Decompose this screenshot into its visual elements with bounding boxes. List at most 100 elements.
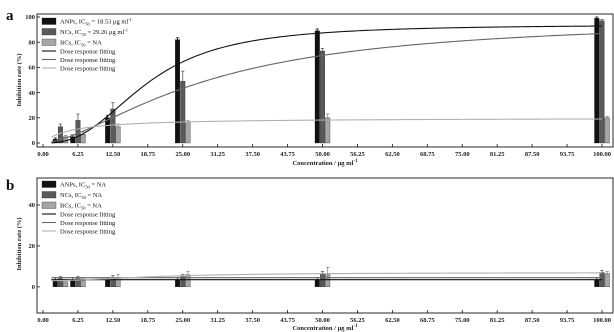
panel-b-ylabel: Inhibition rate (%) [16, 217, 23, 270]
panel-a-xtick-label: 93.75 [560, 151, 575, 158]
bar-ncs [320, 50, 325, 144]
bar-ncs [599, 20, 605, 144]
panel-b-xtick-label: 68.75 [420, 317, 435, 324]
panel-a: a Inhibition rate (%) 0 20 40 60 80 100 0.00 6… [6, 8, 614, 167]
legend-label-rest: = 29.26 μg ml [86, 29, 125, 36]
legend-label-name: BCs, IC [60, 203, 81, 210]
legend-label-sup: -1 [124, 28, 128, 33]
panel-a-xtick-label: 6.25 [72, 151, 84, 158]
panel-a-xtick-label: 18.75 [141, 151, 156, 158]
bar-anps [594, 18, 600, 144]
panel-b-xtick-label: 25.00 [175, 317, 190, 324]
bar-anps [105, 117, 111, 144]
panel-a-xtick-label: 25.00 [175, 151, 190, 158]
legend-fit-label: Dose response fitting [60, 211, 116, 218]
legend-label-anps: ANPs, IC50 = NA [60, 182, 106, 190]
legend-label-sub: 50 [81, 195, 86, 200]
panel-a-ytick-label: 40 [29, 90, 36, 97]
legend-label-ncs: NCs, IC50 = 29.26 μg ml-1 [60, 28, 128, 37]
legend-label-rest: = NA [86, 192, 103, 199]
fit-curve-bcs [51, 118, 603, 138]
panel-a-xtick-label: 81.25 [490, 151, 505, 158]
panel-a-xtick-label: 43.75 [280, 151, 295, 158]
panel-b-xtick-label: 75.00 [455, 317, 470, 324]
panel-b-xtick-label: 100.00 [593, 317, 611, 324]
legend-label-sub: 50 [81, 32, 86, 37]
panel-b-xtick-label: 0.00 [37, 317, 48, 324]
legend-label-name: NCs, IC [60, 192, 81, 199]
legend-label-ncs: NCs, IC50 = NA [60, 192, 102, 200]
fit-curve-anps [51, 25, 603, 144]
panel-a-xtick-label: 75.00 [455, 151, 470, 158]
panel-a-xtick-label: 56.25 [350, 151, 365, 158]
legend-swatch-ncs [41, 28, 57, 36]
panel-a-ylabel: Inhibition rate (%) [16, 53, 23, 106]
legend-label-name: ANPs, IC [60, 182, 85, 189]
panel-a-xtick-label: 68.75 [420, 151, 435, 158]
legend-label-rest: = 18.53 μg ml [90, 19, 129, 26]
panel-b-ytick-label: 0 [32, 284, 35, 291]
panel-a-xtick-label: 37.50 [245, 151, 260, 158]
panel-a-xtick-label: 100.00 [593, 151, 611, 158]
bar-bcs [185, 121, 191, 144]
panel-a-xlabel: Concentration / μg ml-1 [292, 159, 358, 167]
panel-a-xtick-label: 0.00 [37, 151, 48, 158]
panel-a-xlabel-sup: -1 [353, 159, 358, 164]
panel-a-ytick-label: 100 [25, 14, 35, 21]
panel-b: b Inhibition rate (%) 0 20 40 0.00 6.25 12.5… [6, 177, 614, 332]
panel-b-xlabel-sup: -1 [353, 324, 358, 329]
fit-curve-bcs [51, 272, 602, 282]
legend-label-sub: 50 [81, 42, 86, 47]
legend-swatch-ncs [41, 191, 57, 199]
panel-b-xtick-label: 93.75 [560, 317, 575, 324]
legend-fit-label: Dose response fitting [60, 220, 116, 227]
panel-b-xtick-label: 56.25 [350, 317, 365, 324]
legend-label-sub: 50 [85, 184, 90, 189]
panel-a-ytick-label: 80 [29, 39, 36, 46]
panel-b-xtick-label: 31.25 [210, 317, 225, 324]
legend-label-name: BCs, IC [60, 40, 81, 47]
fit-curve-ncs [51, 33, 603, 143]
panel-a-label: a [6, 8, 14, 24]
panel-b-xtick-label: 50.00 [315, 317, 330, 324]
panel-a-ytick-label: 20 [29, 115, 36, 122]
bar-anps [314, 30, 320, 144]
panel-a-xtick-label: 87.50 [525, 151, 540, 158]
legend-fit-label: Dose response fitting [60, 48, 116, 55]
panel-b-xtick-label: 18.75 [141, 317, 156, 324]
legend-label-rest: = NA [90, 182, 107, 189]
panel-b-xtick-label: 12.50 [106, 317, 121, 324]
bar-bcs [604, 117, 610, 144]
panel-a-ytick-label: 60 [29, 65, 36, 72]
panel-a-xtick-label: 31.25 [210, 151, 225, 158]
panel-a-xtick-label: 62.50 [385, 151, 400, 158]
legend-swatch-anps [41, 180, 57, 188]
legend-label-name: NCs, IC [60, 29, 81, 36]
legend-swatch-anps [41, 17, 57, 25]
panel-a-frame [36, 13, 614, 148]
panel-b-xtick-label: 87.50 [525, 317, 540, 324]
legend-label-sub: 50 [81, 205, 86, 210]
panel-b-xlabel-text: Concentration / μg ml [292, 325, 353, 332]
legend-swatch-bcs [41, 38, 57, 46]
legend-label-bcs: BCs, IC50 = NA [60, 203, 102, 211]
legend-label-bcs: BCs, IC50 = NA [60, 40, 102, 48]
legend-fit-label: Dose response fitting [60, 228, 116, 235]
panel-b-ytick-label: 40 [29, 202, 36, 209]
panel-b-xtick-label: 6.25 [72, 317, 84, 324]
legend-swatch-bcs [41, 201, 57, 209]
legend-fit-label: Dose response fitting [60, 57, 116, 64]
panel-b-xtick-label: 81.25 [490, 317, 505, 324]
legend-label-name: ANPs, IC [60, 19, 85, 26]
panel-a-xlabel-text: Concentration / μg ml [292, 160, 353, 167]
panel-a-xtick-label: 50.00 [315, 151, 330, 158]
legend-label-sup: -1 [128, 17, 132, 22]
panel-b-label: b [6, 178, 14, 194]
panel-b-xtick-label: 43.75 [280, 317, 295, 324]
legend-label-anps: ANPs, IC50 = 18.53 μg ml-1 [60, 17, 132, 26]
panel-b-xlabel: Concentration / μg ml-1 [292, 324, 358, 332]
panel-a-ytick-label: 0 [32, 140, 35, 147]
legend-label-rest: = NA [85, 203, 102, 210]
panel-b-frame [36, 177, 614, 314]
